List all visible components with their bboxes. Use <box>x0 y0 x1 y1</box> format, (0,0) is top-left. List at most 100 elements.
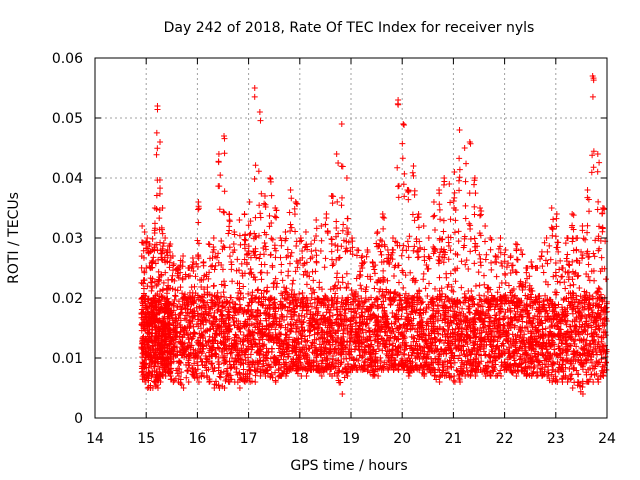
data-point <box>436 201 443 208</box>
data-point <box>215 367 222 374</box>
data-point <box>262 246 269 253</box>
data-point <box>349 235 356 241</box>
data-point <box>242 335 249 342</box>
data-point <box>195 199 202 205</box>
data-point <box>328 193 335 199</box>
data-point <box>210 368 217 375</box>
data-point <box>400 121 407 127</box>
data-point <box>338 121 345 127</box>
data-point <box>174 352 181 359</box>
data-point <box>514 241 521 248</box>
data-point <box>258 276 265 283</box>
data-point <box>430 199 437 205</box>
data-point <box>422 285 429 292</box>
data-point <box>212 350 219 357</box>
data-point <box>167 373 174 379</box>
data-point <box>477 205 484 211</box>
data-point <box>301 313 308 320</box>
data-point <box>253 313 260 320</box>
data-point <box>450 288 457 295</box>
data-point <box>241 256 248 263</box>
data-point <box>241 236 248 243</box>
data-point <box>227 303 234 310</box>
data-point <box>307 327 314 334</box>
data-point <box>297 359 304 366</box>
data-point <box>414 214 421 221</box>
data-point <box>251 364 258 371</box>
data-point <box>177 284 184 291</box>
data-point <box>175 298 182 305</box>
data-point <box>172 334 179 341</box>
data-point <box>255 347 262 354</box>
data-point <box>282 237 289 244</box>
data-point <box>227 348 234 355</box>
data-point <box>220 289 227 296</box>
data-point <box>333 151 340 157</box>
data-point <box>237 290 244 297</box>
data-point <box>205 366 212 373</box>
data-point <box>334 198 341 205</box>
data-point <box>472 373 479 379</box>
data-point <box>339 163 346 170</box>
data-point <box>190 373 197 379</box>
data-point <box>146 241 153 247</box>
data-point <box>166 248 173 255</box>
data-point <box>267 251 274 258</box>
data-point <box>226 309 233 316</box>
data-point <box>242 237 249 244</box>
data-point <box>218 316 225 323</box>
data-point <box>226 335 233 342</box>
data-point <box>153 369 160 376</box>
data-point <box>399 155 406 162</box>
data-point <box>247 379 254 385</box>
data-point <box>288 313 295 320</box>
data-point <box>154 385 161 391</box>
data-point <box>140 240 147 247</box>
data-point <box>155 268 162 275</box>
data-point <box>287 221 294 228</box>
data-point <box>221 282 228 289</box>
data-point <box>240 360 247 367</box>
data-point <box>277 301 284 308</box>
data-point <box>273 354 280 361</box>
data-point <box>206 317 213 324</box>
data-point <box>219 312 226 319</box>
data-point <box>162 269 169 276</box>
data-point <box>236 267 243 274</box>
data-point <box>272 275 279 282</box>
data-point <box>202 352 209 359</box>
data-point <box>322 221 329 228</box>
data-point <box>253 254 260 261</box>
data-point <box>226 358 233 365</box>
data-point <box>253 368 260 375</box>
data-point <box>218 237 225 244</box>
data-point <box>409 211 416 218</box>
data-point <box>377 248 384 255</box>
data-point <box>436 351 443 358</box>
data-point <box>175 315 182 322</box>
data-point <box>195 296 202 303</box>
data-point <box>471 203 478 210</box>
data-point <box>195 316 202 323</box>
data-point <box>144 235 151 241</box>
data-point <box>252 214 259 221</box>
data-point <box>241 377 248 384</box>
data-point <box>159 230 166 237</box>
data-point <box>198 350 205 357</box>
data-point <box>513 256 520 263</box>
data-point <box>369 259 376 265</box>
data-point <box>232 345 239 352</box>
data-point <box>488 259 495 266</box>
data-point <box>225 308 232 315</box>
data-point <box>441 175 448 181</box>
data-point <box>318 237 325 244</box>
data-point <box>263 231 270 238</box>
data-point <box>262 373 269 379</box>
data-point <box>287 321 294 328</box>
data-point <box>228 266 235 273</box>
data-point <box>271 213 278 220</box>
data-point <box>328 248 335 255</box>
data-point <box>231 315 238 322</box>
data-point <box>343 175 350 181</box>
data-point <box>169 347 176 354</box>
